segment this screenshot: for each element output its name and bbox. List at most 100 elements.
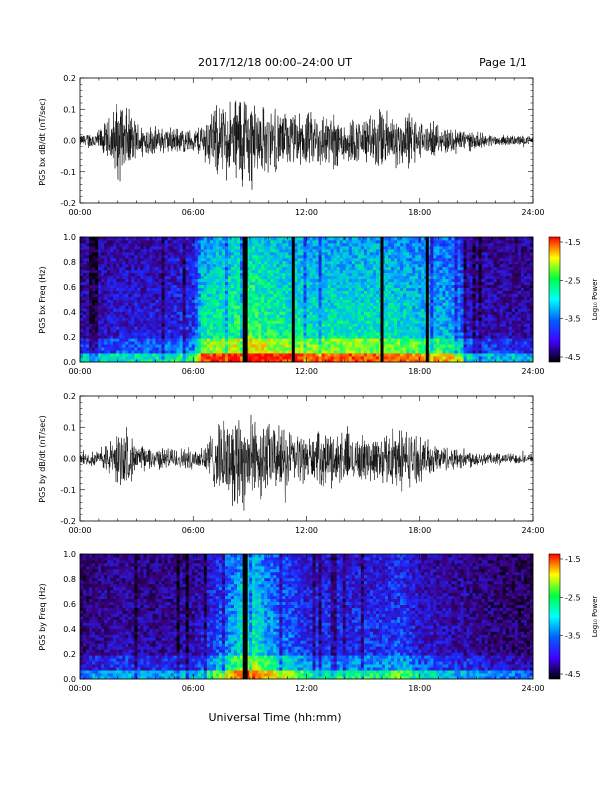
spectrogram-cell [128, 237, 131, 240]
spectrogram-cell [340, 264, 343, 267]
spectrogram-cell [189, 255, 192, 258]
spectrogram-cell [137, 329, 140, 332]
spectrogram-cell [140, 279, 143, 282]
spectrogram-cell [152, 323, 155, 326]
spectrogram-cell [252, 243, 255, 246]
spectrogram-cell [174, 243, 177, 246]
spectrogram-cell [216, 347, 219, 350]
spectrogram-cell [261, 323, 264, 326]
spectrogram-cell [270, 276, 273, 279]
spectrogram-cell [134, 329, 137, 332]
spectrogram-cell [186, 276, 189, 279]
spectrogram-cell [213, 270, 216, 273]
spectrogram-cell [110, 294, 113, 297]
spectrogram-cell [107, 305, 110, 308]
spectrogram-cell [156, 335, 159, 338]
spectrogram-cell [89, 270, 92, 273]
spectrogram-cell [234, 347, 237, 350]
spectrogram-cell [376, 305, 379, 308]
spectrogram-cell [146, 258, 149, 261]
spectrogram-cell [234, 323, 237, 326]
spectrogram-cell [264, 317, 267, 320]
spectrogram-cell [146, 237, 149, 240]
spectrogram-cell [415, 291, 418, 294]
spectrogram-cell [331, 261, 334, 264]
spectrogram-cell [316, 344, 319, 347]
spectrogram-cell [83, 326, 86, 329]
spectrogram-cell [249, 279, 252, 282]
spectrogram-cell [86, 326, 89, 329]
spectrogram-cell [252, 350, 255, 353]
spectrogram-cell [107, 341, 110, 344]
spectrogram-cell [101, 249, 104, 252]
spectrogram-cell [213, 255, 216, 258]
spectrogram-cell [165, 240, 168, 243]
spectrogram-cell [168, 347, 171, 350]
spectrogram-cell [313, 249, 316, 252]
spectrogram-cell [168, 344, 171, 347]
spectrogram-cell [258, 261, 261, 264]
spectrogram-cell [322, 267, 325, 270]
spectrogram-cell [177, 317, 180, 320]
spectrogram-cell [334, 252, 337, 255]
spectrogram-cell [213, 297, 216, 300]
spectrogram-cell [152, 311, 155, 314]
spectrogram-cell [143, 350, 146, 353]
spectrogram-cell [186, 291, 189, 294]
spectrogram-cell [267, 314, 270, 317]
spectrogram-cell [86, 332, 89, 335]
spectrogram-cell [282, 243, 285, 246]
spectrogram-cell [255, 341, 258, 344]
spectrogram-cell [355, 297, 358, 300]
spectrogram-cell [276, 282, 279, 285]
spectrogram-cell [397, 326, 400, 329]
spectrogram-cell [340, 255, 343, 258]
spectrogram-cell [255, 347, 258, 350]
spectrogram-cell [370, 258, 373, 261]
spectrogram-cell [125, 288, 128, 291]
spectrogram-cell [149, 350, 152, 353]
spectrogram-cell [165, 326, 168, 329]
spectrogram-cell [152, 261, 155, 264]
spectrogram-cell [113, 255, 116, 258]
spectrogram-cell [198, 344, 201, 347]
spectrogram-cell [397, 282, 400, 285]
spectrogram-cell [137, 317, 140, 320]
spectrogram-cell [162, 282, 165, 285]
spectrogram-cell [258, 297, 261, 300]
spectrogram-cell [83, 282, 86, 285]
spectrogram-cell [331, 276, 334, 279]
spectrogram-cell [237, 300, 240, 303]
spectrogram-cell [101, 273, 104, 276]
spectrogram-cell [331, 314, 334, 317]
spectrogram-cell [149, 255, 152, 258]
spectrogram-cell [346, 249, 349, 252]
spectrogram-cell [297, 347, 300, 350]
spectrogram-cell [385, 297, 388, 300]
spectrogram-cell [264, 288, 267, 291]
spectrogram-cell [201, 261, 204, 264]
spectrogram-cell [322, 332, 325, 335]
spectrogram-cell [285, 323, 288, 326]
spectrogram-cell [104, 246, 107, 249]
spectrogram-cell [110, 297, 113, 300]
spectrogram-cell [388, 300, 391, 303]
spectrogram-cell [122, 317, 125, 320]
spectrogram-cell [325, 353, 328, 356]
spectrogram-cell [122, 344, 125, 347]
spectrogram-cell [310, 255, 313, 258]
spectrogram-cell [237, 294, 240, 297]
spectrogram-cell [307, 267, 310, 270]
spectrogram-cell [279, 288, 282, 291]
spectrogram-cell [261, 258, 264, 261]
spectrogram-cell [89, 252, 92, 255]
spectrogram-cell [152, 332, 155, 335]
spectrogram-cell [391, 305, 394, 308]
spectrogram-cell [122, 276, 125, 279]
spectrogram-cell [400, 329, 403, 332]
spectrogram-cell [325, 300, 328, 303]
spectrogram-cell [300, 237, 303, 240]
spectrogram-cell [412, 347, 415, 350]
spectrogram-cell [376, 300, 379, 303]
spectrogram-cell [391, 285, 394, 288]
